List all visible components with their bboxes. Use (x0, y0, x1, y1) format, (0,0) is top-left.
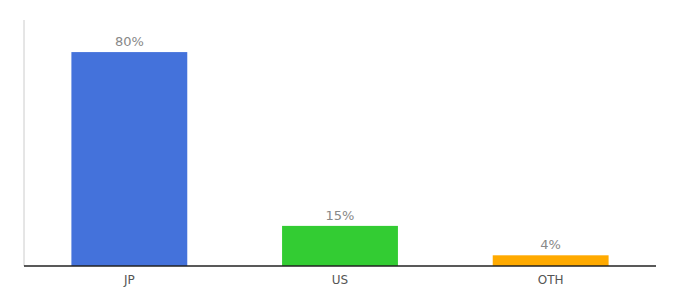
bar (71, 52, 187, 266)
bar (493, 255, 609, 266)
chart-svg: 80% 15% 4% JP US OTH (0, 0, 680, 300)
bar (282, 226, 398, 266)
bars (71, 52, 608, 266)
y-axis-line (24, 20, 25, 266)
data-label: 15% (326, 208, 355, 223)
chart-container: 80% 15% 4% JP US OTH (0, 0, 680, 300)
x-tick-label: OTH (538, 273, 564, 287)
x-axis-line (24, 265, 656, 267)
data-label: 4% (540, 237, 561, 252)
data-label: 80% (115, 34, 144, 49)
x-tick-label: US (332, 273, 348, 287)
x-tick-label: JP (123, 273, 135, 287)
